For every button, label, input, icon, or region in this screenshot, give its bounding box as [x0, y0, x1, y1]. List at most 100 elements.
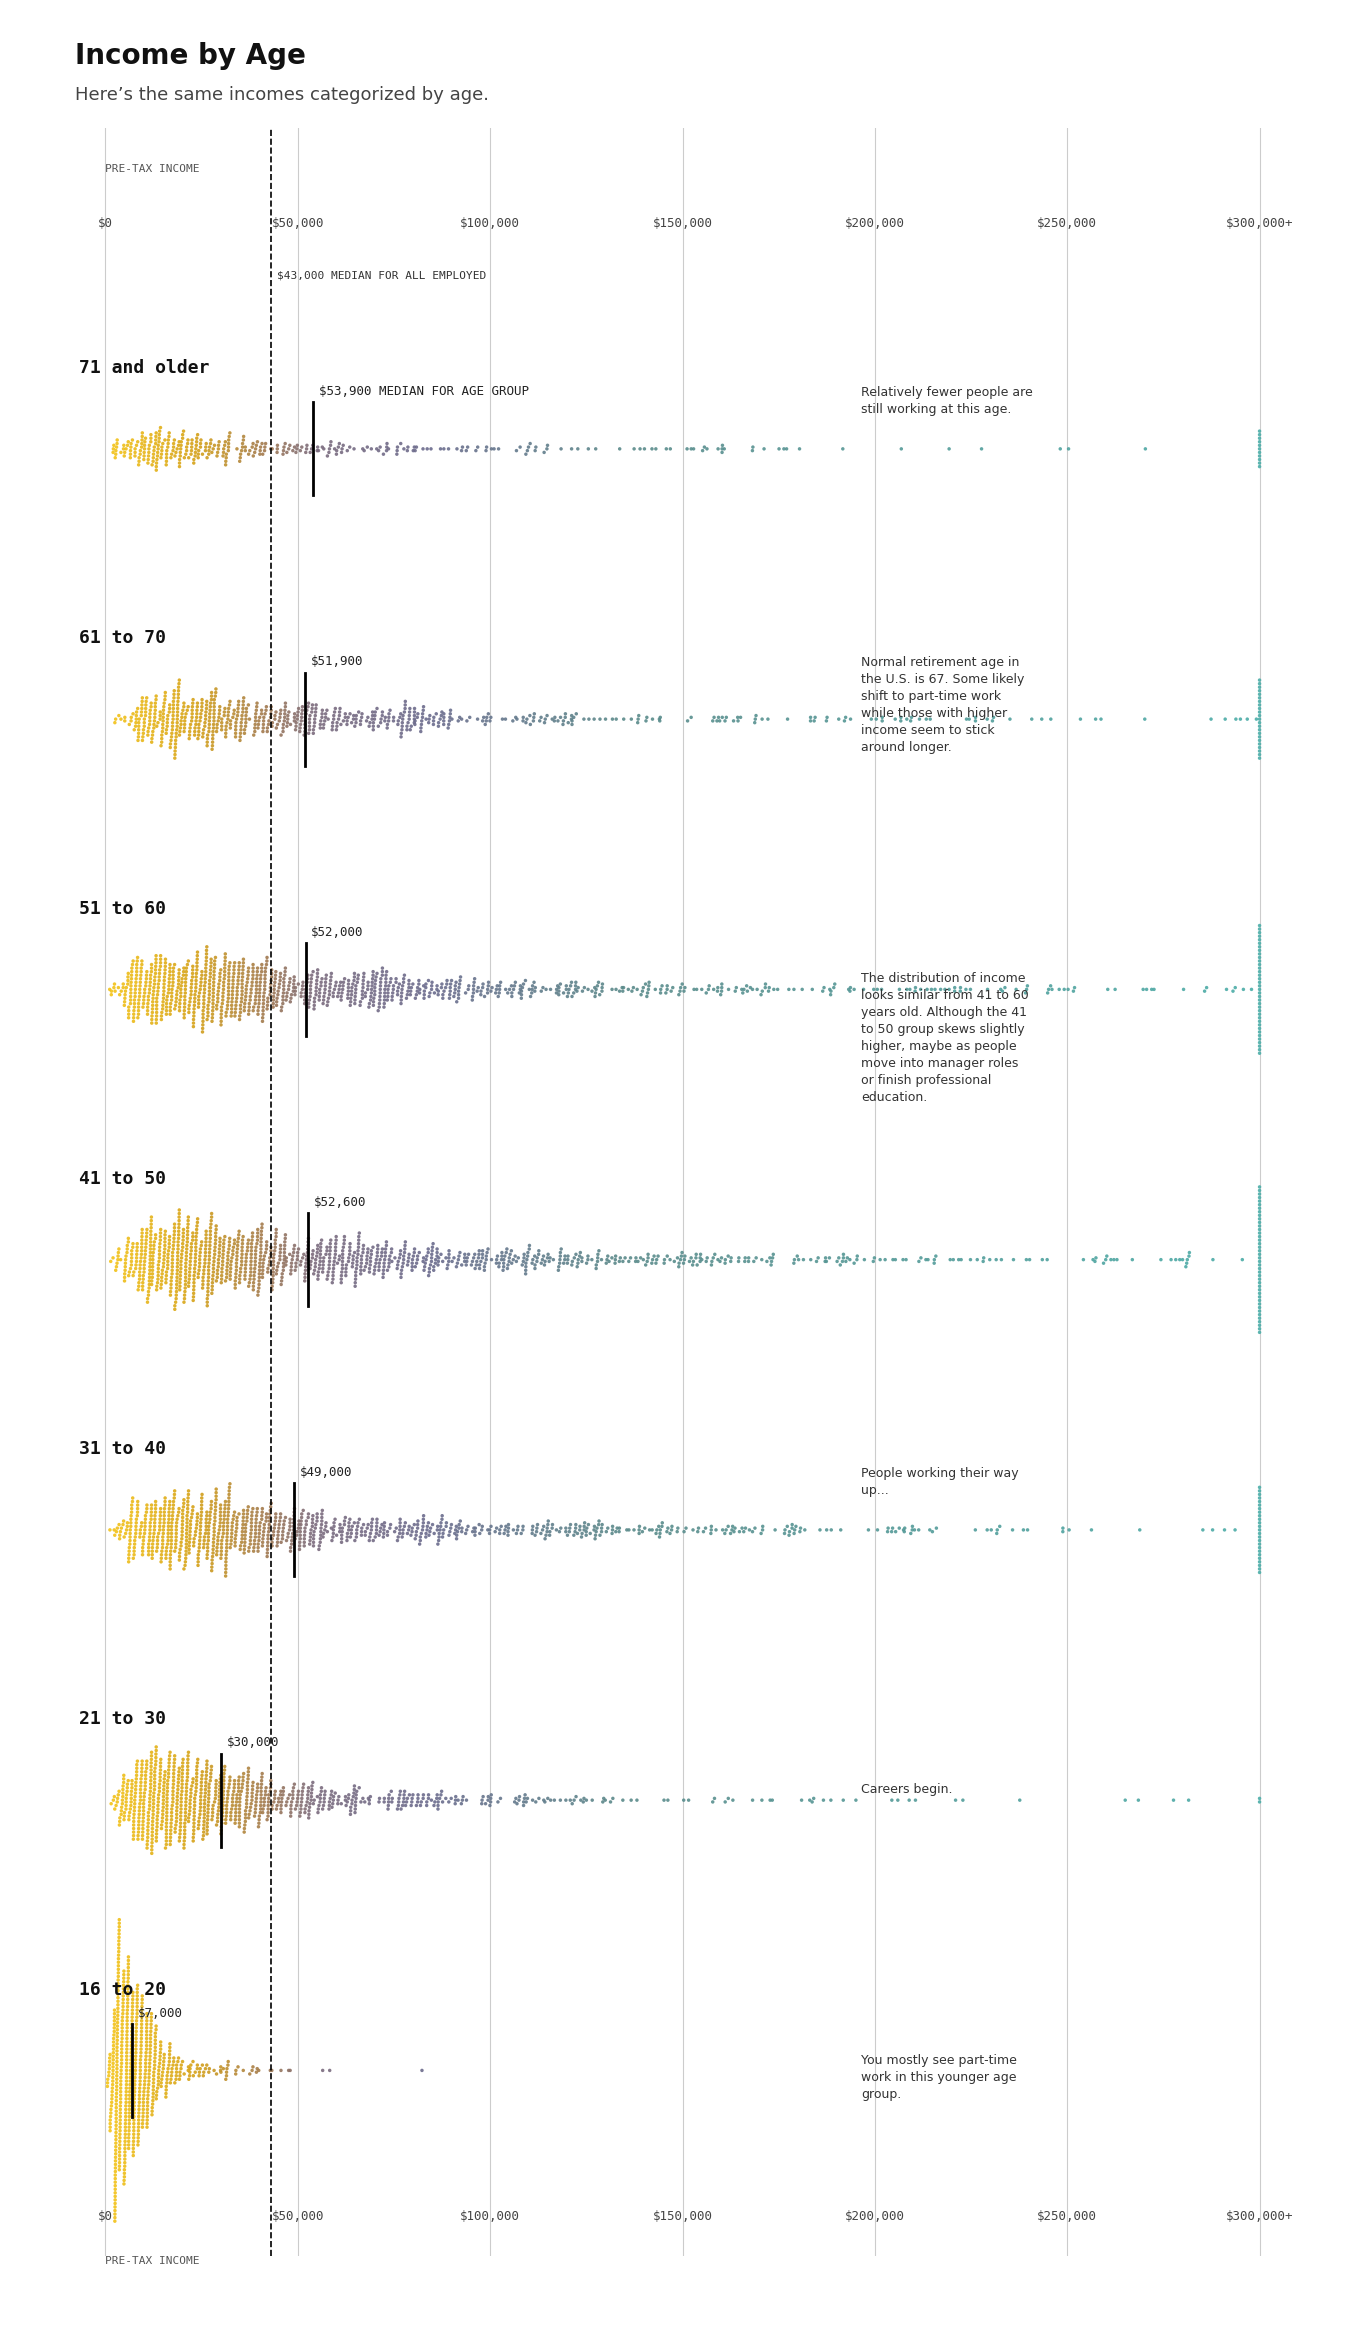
- Point: [227, 1233, 249, 1270]
- Point: [187, 416, 209, 454]
- Point: [189, 1526, 210, 1563]
- Point: [202, 982, 224, 1019]
- Point: [262, 1517, 284, 1554]
- Point: [122, 1003, 144, 1040]
- Point: [341, 977, 363, 1014]
- Point: [117, 1977, 139, 2014]
- Point: [345, 1249, 367, 1286]
- Point: [107, 1237, 129, 1275]
- Point: [369, 1242, 391, 1279]
- Point: [166, 1807, 187, 1845]
- Point: [251, 1758, 273, 1796]
- Point: [190, 1770, 212, 1807]
- Point: [257, 1517, 278, 1554]
- Point: [219, 1472, 240, 1510]
- Point: [244, 1786, 266, 1824]
- Point: [103, 2005, 125, 2042]
- Point: [282, 1237, 304, 1275]
- Point: [357, 968, 379, 1005]
- Point: [110, 2052, 132, 2089]
- Point: [137, 437, 159, 475]
- Point: [105, 2147, 126, 2184]
- Point: [1249, 1289, 1271, 1326]
- Point: [147, 1786, 168, 1824]
- Point: [557, 1237, 579, 1275]
- Point: [440, 965, 462, 1003]
- Point: [231, 1242, 253, 1279]
- Point: [338, 1505, 360, 1542]
- Point: [159, 2033, 181, 2070]
- Point: [118, 2086, 140, 2124]
- Point: [301, 1763, 323, 1800]
- Point: [100, 2093, 122, 2131]
- Point: [550, 1782, 572, 1819]
- Point: [342, 700, 364, 737]
- Point: [136, 2017, 158, 2054]
- Point: [456, 1512, 478, 1549]
- Point: [372, 1258, 394, 1296]
- Point: [117, 1958, 139, 1996]
- Point: [909, 1512, 930, 1549]
- Point: [163, 1763, 185, 1800]
- Point: [216, 1249, 238, 1286]
- Point: [115, 1784, 137, 1821]
- Point: [109, 2133, 130, 2170]
- Point: [448, 1505, 470, 1542]
- Point: [557, 977, 579, 1014]
- Point: [152, 1777, 174, 1814]
- Point: [120, 428, 141, 465]
- Point: [388, 1779, 410, 1817]
- Point: [387, 1247, 409, 1284]
- Point: [128, 984, 149, 1021]
- Point: [120, 1249, 141, 1286]
- Point: [126, 1970, 148, 2007]
- Point: [501, 977, 523, 1014]
- Point: [249, 1512, 270, 1549]
- Point: [171, 1754, 193, 1791]
- Point: [141, 1491, 163, 1528]
- Point: [255, 947, 277, 984]
- Point: [444, 1784, 466, 1821]
- Point: [141, 1824, 163, 1861]
- Point: [699, 1514, 721, 1551]
- Point: [278, 968, 300, 1005]
- Point: [183, 1805, 205, 1842]
- Point: [202, 975, 224, 1012]
- Point: [220, 1521, 242, 1558]
- Point: [353, 1226, 375, 1263]
- Point: [200, 940, 221, 977]
- Point: [877, 1514, 899, 1551]
- Point: [225, 430, 247, 468]
- Point: [141, 1526, 163, 1563]
- Point: [384, 1514, 406, 1551]
- Point: [455, 1782, 477, 1819]
- Point: [223, 1770, 244, 1807]
- Point: [253, 984, 274, 1021]
- Point: [416, 1514, 437, 1551]
- Point: [357, 1505, 379, 1542]
- Point: [391, 714, 413, 751]
- Point: [751, 1782, 773, 1819]
- Point: [564, 1782, 585, 1819]
- Point: [710, 977, 732, 1014]
- Point: [744, 1510, 766, 1547]
- Point: [547, 1251, 569, 1289]
- Point: [200, 958, 221, 996]
- Point: [121, 1765, 143, 1803]
- Point: [281, 1519, 303, 1556]
- Point: [141, 1528, 163, 1565]
- Point: [198, 977, 220, 1014]
- Point: [557, 705, 579, 742]
- Point: [181, 428, 202, 465]
- Point: [295, 1510, 316, 1547]
- Point: [244, 705, 266, 742]
- Point: [617, 1512, 638, 1549]
- Point: [204, 695, 225, 733]
- Point: [853, 970, 875, 1007]
- Point: [474, 705, 496, 742]
- Point: [105, 2156, 126, 2193]
- Point: [386, 961, 407, 998]
- Point: [413, 1240, 435, 1277]
- Point: [392, 963, 414, 1000]
- Point: [153, 1498, 175, 1535]
